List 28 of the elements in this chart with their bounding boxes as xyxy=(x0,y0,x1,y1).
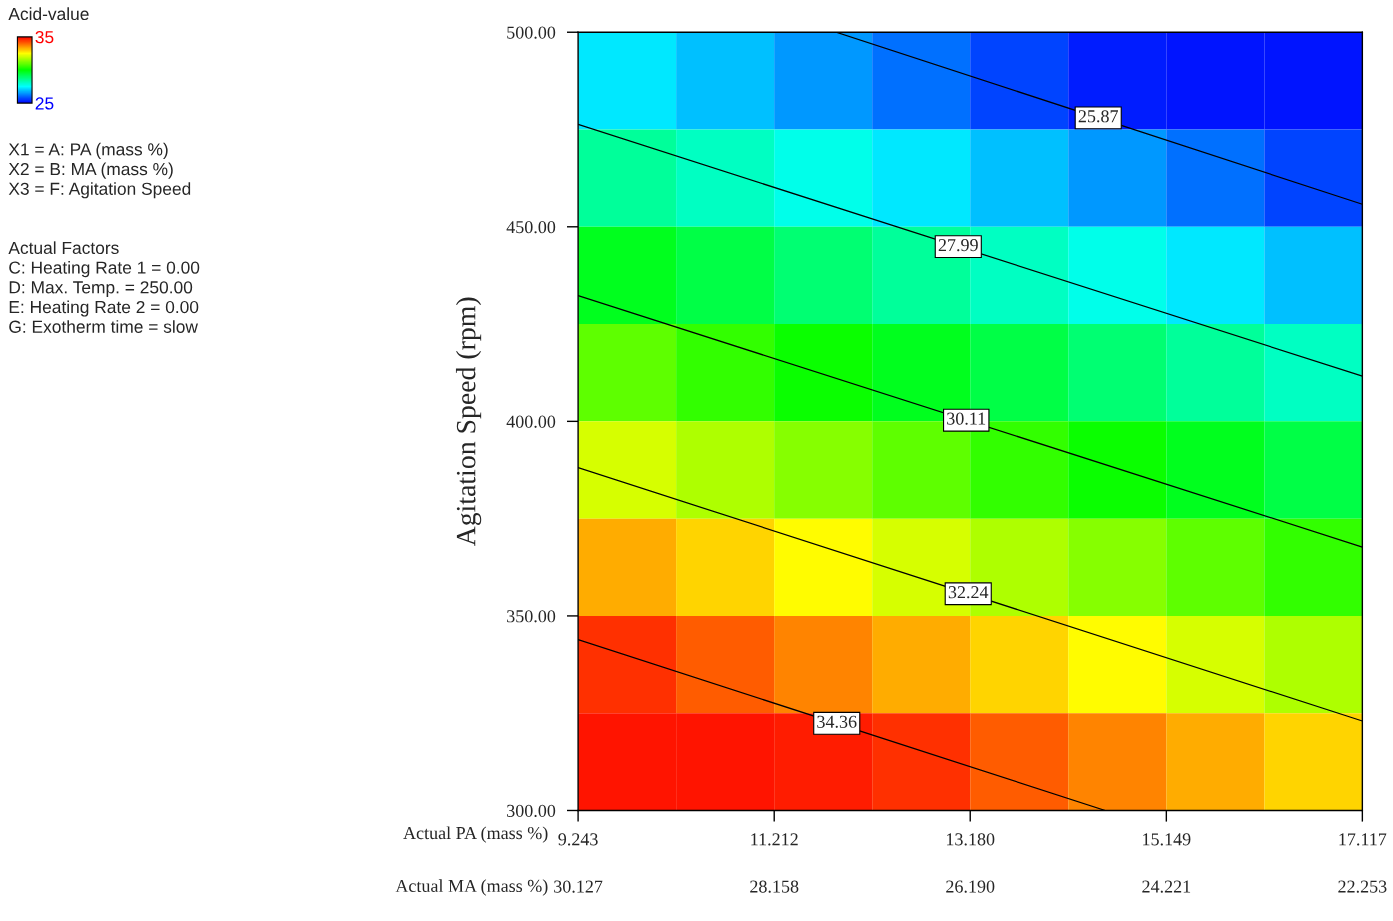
x2-tick-label: 26.190 xyxy=(946,880,995,893)
y-tick-label: 400.00 xyxy=(506,415,556,428)
x-tick-label: 9.243 xyxy=(558,833,598,846)
y-tick-label: 450.00 xyxy=(506,221,556,234)
x-tick-label: 17.117 xyxy=(1339,833,1387,846)
x-tick-label: 13.180 xyxy=(946,833,995,846)
x2-tick-label: 24.221 xyxy=(1142,880,1191,893)
x-tick-label: 11.212 xyxy=(751,833,798,846)
text: Actual Factors C: Heating Rate 1 = 0.00 D: Max. Temp. = 250.00 E: Heating Rate 2 = 0.00 G: Exotherm time = slow xyxy=(8,241,200,333)
color-bar-title: Acid-value xyxy=(8,7,89,21)
color-bar-label: 35 xyxy=(35,31,54,44)
x2-tick-label: 22.253 xyxy=(1338,880,1387,893)
y-tick-label: 350.00 xyxy=(507,610,556,623)
text: X1 = A: PA (mass %) X2 = B: MA (mass %) X3 = F: Agitation Speed xyxy=(8,142,191,199)
x-axis-title: Actual PA (mass %) xyxy=(403,826,548,843)
annotation: 27.99 xyxy=(938,239,978,252)
x2-tick-label: 30.127 xyxy=(554,880,603,893)
annotation: 34.36 xyxy=(817,715,857,728)
color-bar-label: 25 xyxy=(35,97,54,110)
annotation: 25.87 xyxy=(1078,110,1119,123)
y-axis-title: Agitation Speed (rpm) xyxy=(455,297,482,547)
annotation: 30.11 xyxy=(947,412,986,425)
y-tick-label: 500.00 xyxy=(507,26,556,39)
annotation: 32.24 xyxy=(948,586,989,599)
y-tick-label: 300.00 xyxy=(507,804,556,817)
x-tick-label: 15.149 xyxy=(1143,833,1191,846)
x2-axis-title: Actual MA (mass %) xyxy=(395,879,548,896)
x2-tick-label: 28.158 xyxy=(750,880,799,893)
